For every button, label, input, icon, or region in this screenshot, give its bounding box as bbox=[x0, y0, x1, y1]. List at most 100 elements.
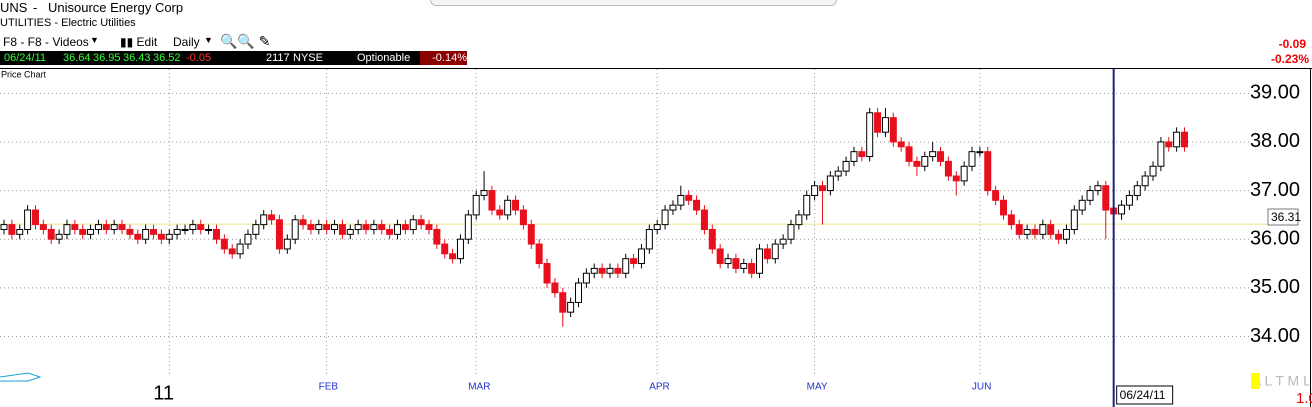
price-line-label-box bbox=[1267, 208, 1299, 226]
cursor-label: 06/24/11 bbox=[1120, 388, 1166, 402]
y-tick-label: 38.00 bbox=[1250, 130, 1300, 152]
candle-body bbox=[323, 224, 331, 230]
quote-optionable: Optionable bbox=[357, 52, 411, 64]
x-tick-label: FEB bbox=[319, 382, 339, 393]
candle-body bbox=[291, 219, 299, 240]
cursor-label-box bbox=[1116, 385, 1174, 405]
videos-button[interactable]: F8 - F8 - Videos bbox=[3, 35, 89, 49]
y-tick-label: 34.00 bbox=[1250, 325, 1300, 347]
separator: - bbox=[33, 0, 38, 15]
candle-body bbox=[763, 248, 771, 260]
candle-body bbox=[897, 141, 905, 148]
candle-body bbox=[1118, 204, 1126, 215]
dropdown-arrow[interactable]: ▼ bbox=[90, 35, 99, 45]
candle-body bbox=[496, 209, 504, 216]
candle-body bbox=[464, 214, 472, 240]
candle-body bbox=[645, 228, 653, 250]
candle-body bbox=[212, 228, 220, 240]
candle-body bbox=[874, 112, 882, 133]
candle-body bbox=[535, 243, 543, 265]
candle-body bbox=[1181, 131, 1188, 148]
period-button[interactable]: Daily bbox=[173, 35, 200, 49]
x-tick-label: APR bbox=[649, 382, 670, 393]
candle-body bbox=[283, 238, 291, 250]
candle-body bbox=[87, 228, 95, 235]
indicator-labels: A L T M L bbox=[1252, 373, 1311, 389]
scroll-marker bbox=[0, 372, 42, 382]
candle-body bbox=[197, 224, 205, 230]
x-tick-label: MAY bbox=[807, 382, 828, 393]
candle-body bbox=[937, 151, 945, 162]
dropdown-arrow[interactable]: ▼ bbox=[204, 35, 213, 45]
candle-body bbox=[181, 228, 189, 231]
candle-body bbox=[252, 224, 260, 235]
candle-body bbox=[637, 248, 645, 265]
candle-body bbox=[1039, 224, 1047, 235]
quote-volume: 2117 bbox=[266, 52, 290, 64]
candle-body bbox=[205, 228, 213, 231]
candle-body bbox=[480, 190, 488, 196]
company: Unisource Energy Corp bbox=[48, 0, 184, 15]
candle-body bbox=[24, 209, 32, 230]
candle-body bbox=[575, 282, 583, 303]
candle-body bbox=[1007, 214, 1015, 226]
candle-body bbox=[1023, 228, 1031, 235]
candle-body bbox=[94, 224, 102, 230]
candle-body bbox=[929, 151, 937, 158]
candle-body bbox=[346, 228, 354, 235]
candle-body bbox=[1094, 185, 1102, 192]
candle-body bbox=[401, 224, 409, 230]
candle-body bbox=[732, 258, 740, 269]
candle-body bbox=[315, 224, 323, 230]
candle-body bbox=[677, 194, 685, 206]
candle-body bbox=[110, 224, 118, 230]
candle-body bbox=[826, 175, 834, 192]
y-tick-label: 35.00 bbox=[1250, 276, 1300, 298]
candle-body bbox=[913, 160, 921, 167]
candle-body bbox=[8, 224, 16, 235]
candle-body bbox=[834, 170, 842, 177]
candle-body bbox=[944, 160, 952, 177]
candle-body bbox=[1047, 224, 1055, 235]
candle-body bbox=[881, 117, 889, 133]
candle-body bbox=[803, 194, 811, 216]
scale-value: 1.0 bbox=[1296, 390, 1312, 407]
candle-body bbox=[1102, 185, 1110, 211]
candle-body bbox=[700, 209, 708, 230]
candle-body bbox=[984, 151, 992, 192]
candle-body bbox=[818, 185, 826, 192]
quote-date: 06/24/11 bbox=[4, 52, 47, 64]
candle-body bbox=[716, 248, 724, 265]
edit-label: Edit bbox=[136, 35, 158, 49]
x-tick-label: 11 bbox=[153, 382, 174, 404]
candle-body bbox=[866, 112, 874, 158]
candle-body bbox=[630, 258, 638, 265]
candle-body bbox=[811, 185, 819, 196]
candle-body bbox=[55, 233, 63, 240]
candle-body bbox=[606, 267, 614, 274]
candle-body bbox=[756, 248, 764, 274]
candle-body bbox=[842, 160, 850, 172]
price-line-label: 36.31 bbox=[1271, 210, 1301, 224]
candle-body bbox=[543, 263, 551, 284]
candle-body bbox=[449, 253, 457, 260]
candle-body bbox=[968, 151, 976, 167]
candle-body bbox=[456, 238, 464, 260]
quote-close: 36.52 bbox=[153, 52, 181, 64]
candle-body bbox=[244, 233, 252, 245]
candle-body bbox=[1125, 194, 1133, 206]
edit-button[interactable]: ▮▮ Edit bbox=[120, 35, 158, 49]
candle-body bbox=[669, 204, 677, 211]
quote-low: 36.43 bbox=[123, 52, 151, 64]
zoom-icons[interactable]: 🔍🔍 ✎ bbox=[220, 33, 271, 49]
candle-body bbox=[622, 258, 630, 274]
candle-body bbox=[378, 224, 386, 230]
candle-body bbox=[173, 228, 181, 235]
candle-body bbox=[598, 267, 606, 274]
quote-change-pct: -0.14% bbox=[420, 51, 467, 65]
x-tick-label: MAR bbox=[468, 382, 490, 393]
candle-body bbox=[354, 224, 362, 230]
candle-body bbox=[394, 224, 401, 235]
